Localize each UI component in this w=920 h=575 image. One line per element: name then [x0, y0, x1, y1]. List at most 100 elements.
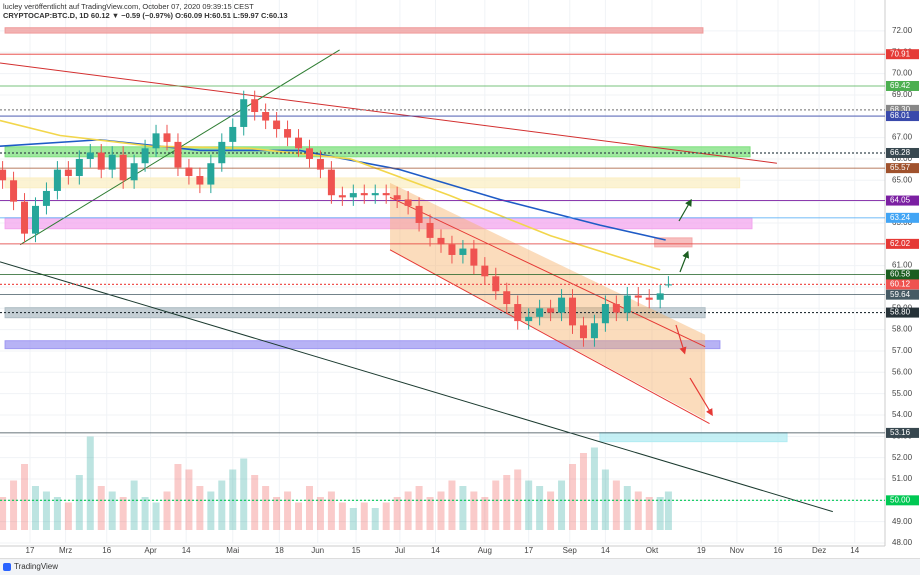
- candle-body: [590, 323, 598, 339]
- level-label-box: [886, 195, 919, 206]
- candle-body: [0, 169, 7, 181]
- x-tick-label: 15: [352, 546, 361, 555]
- volume-bar: [393, 497, 401, 530]
- candle-body: [64, 169, 72, 177]
- y-tick-label: 55.00: [892, 389, 913, 398]
- level-label-box: [886, 279, 919, 290]
- y-tick-label: 56.00: [892, 367, 913, 376]
- y-tick-label: 66.00: [892, 154, 913, 163]
- candle-body: [371, 193, 379, 196]
- candle-body: [426, 222, 434, 238]
- candle-body: [152, 133, 160, 149]
- candle-body: [305, 148, 313, 159]
- level-label: 70.91: [890, 49, 911, 58]
- volume-bar: [240, 458, 248, 530]
- level-label-box: [886, 495, 919, 506]
- volume-bar: [634, 491, 642, 530]
- candle-body: [525, 316, 533, 322]
- footer: TradingView: [0, 558, 920, 575]
- candle-body: [360, 193, 368, 196]
- channel: [390, 182, 706, 420]
- x-tick-label: 17: [524, 546, 533, 555]
- volume-bar: [558, 480, 566, 530]
- candle-body: [31, 205, 39, 234]
- candle-body: [218, 141, 226, 164]
- volume-bar: [273, 497, 281, 530]
- volume-bar: [612, 480, 620, 530]
- candle-body: [664, 284, 672, 286]
- y-tick-label: 57.00: [892, 346, 913, 355]
- candle-body: [10, 180, 18, 202]
- candle-body: [185, 167, 193, 177]
- level-label: 58.80: [890, 308, 911, 317]
- volume-bar: [525, 480, 533, 530]
- level-label-box: [886, 212, 919, 223]
- candle-body: [382, 193, 390, 196]
- candle-body: [21, 201, 29, 234]
- volume-bar: [360, 502, 368, 530]
- x-tick-label: Aug: [478, 546, 492, 555]
- zone: [4, 217, 753, 230]
- zone: [599, 432, 788, 443]
- chart: 48.0049.0050.0051.0052.0053.0054.0055.00…: [0, 0, 919, 556]
- volume-bar: [196, 486, 204, 530]
- candle-body: [229, 126, 237, 142]
- volume-bar: [536, 486, 544, 530]
- y-tick-label: 65.00: [892, 175, 913, 184]
- candle-body: [393, 195, 401, 200]
- x-tick-label: 19: [697, 546, 706, 555]
- trend-line: [389, 249, 710, 424]
- volume-bar: [426, 497, 434, 530]
- volume-bar: [130, 480, 138, 530]
- x-tick-label: 14: [850, 546, 859, 555]
- x-tick-label: Sep: [563, 546, 578, 555]
- volume-bar: [97, 486, 105, 530]
- candle-body: [251, 99, 259, 113]
- trend-line: [0, 62, 777, 164]
- zone: [654, 237, 693, 248]
- candle-body: [262, 112, 270, 121]
- volume-bar: [207, 491, 215, 530]
- y-tick-label: 58.00: [892, 325, 913, 334]
- volume-bar: [327, 491, 335, 530]
- candle-body: [623, 295, 631, 313]
- candle-body: [284, 129, 292, 138]
- arrow-up: [678, 198, 692, 222]
- candle-body: [547, 308, 555, 313]
- x-tick-label: 14: [182, 546, 191, 555]
- candle-body: [645, 297, 653, 300]
- level-label: 63.24: [890, 213, 911, 222]
- volume-bar: [10, 480, 18, 530]
- candle-body: [437, 237, 445, 245]
- volume-bar: [415, 486, 423, 530]
- x-tick-label: 16: [774, 546, 783, 555]
- level-label: 59.64: [890, 290, 911, 299]
- volume-bar: [251, 475, 259, 530]
- y-tick-label: 61.00: [892, 261, 913, 270]
- x-tick-label: Mrz: [59, 546, 72, 555]
- volume-bar: [174, 464, 182, 530]
- volume-bar: [262, 486, 270, 530]
- candle-body: [634, 295, 642, 298]
- level-label: 53.16: [890, 428, 911, 437]
- y-tick-label: 67.00: [892, 133, 913, 142]
- volume-bar: [295, 502, 303, 530]
- candle-body: [514, 304, 522, 322]
- volume-bar: [53, 497, 61, 530]
- y-tick-label: 52.00: [892, 453, 913, 462]
- candle-body: [481, 265, 489, 277]
- volume-bar: [108, 491, 116, 530]
- y-tick-label: 70.00: [892, 69, 913, 78]
- candle-body: [130, 163, 138, 181]
- volume-bar: [547, 491, 555, 530]
- y-tick-label: 51.00: [892, 474, 913, 483]
- volume-bar: [305, 486, 313, 530]
- brand: TradingView: [14, 562, 59, 571]
- x-tick-label: Apr: [144, 546, 157, 555]
- candle-body: [207, 163, 215, 185]
- x-tick-label: 14: [431, 546, 440, 555]
- volume-bar: [437, 491, 445, 530]
- volume-bar: [218, 480, 226, 530]
- level-label: 50.00: [890, 495, 911, 504]
- volume-bar: [21, 464, 29, 530]
